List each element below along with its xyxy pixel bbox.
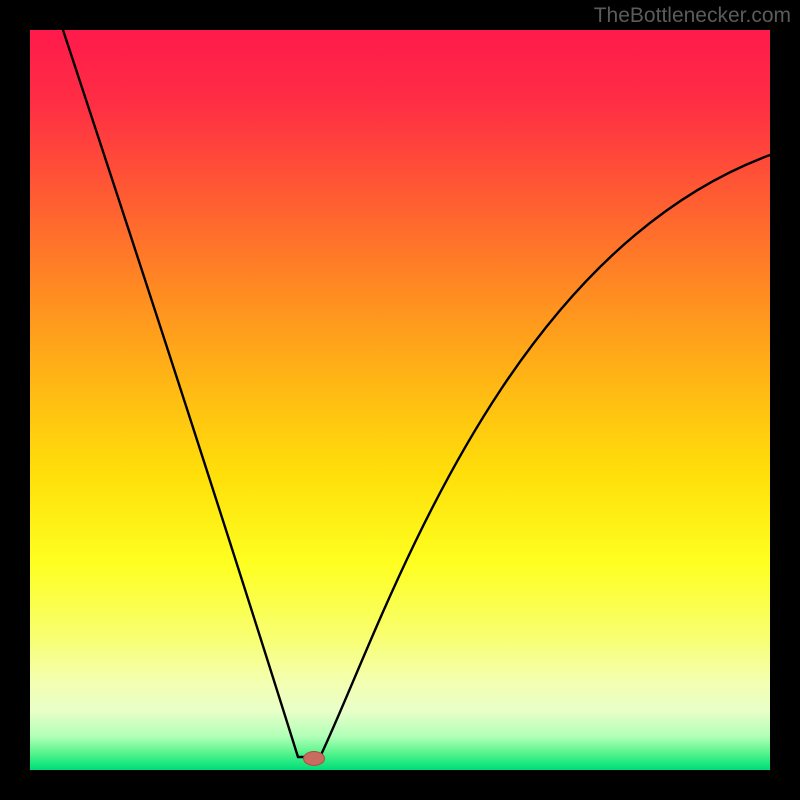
optimum-marker	[303, 751, 325, 766]
plot-area	[30, 30, 770, 770]
watermark-text: TheBottlenecker.com	[594, 4, 791, 28]
bottleneck-curve	[30, 30, 770, 770]
curve-path	[63, 30, 770, 757]
chart-container: TheBottlenecker.com	[0, 0, 800, 800]
